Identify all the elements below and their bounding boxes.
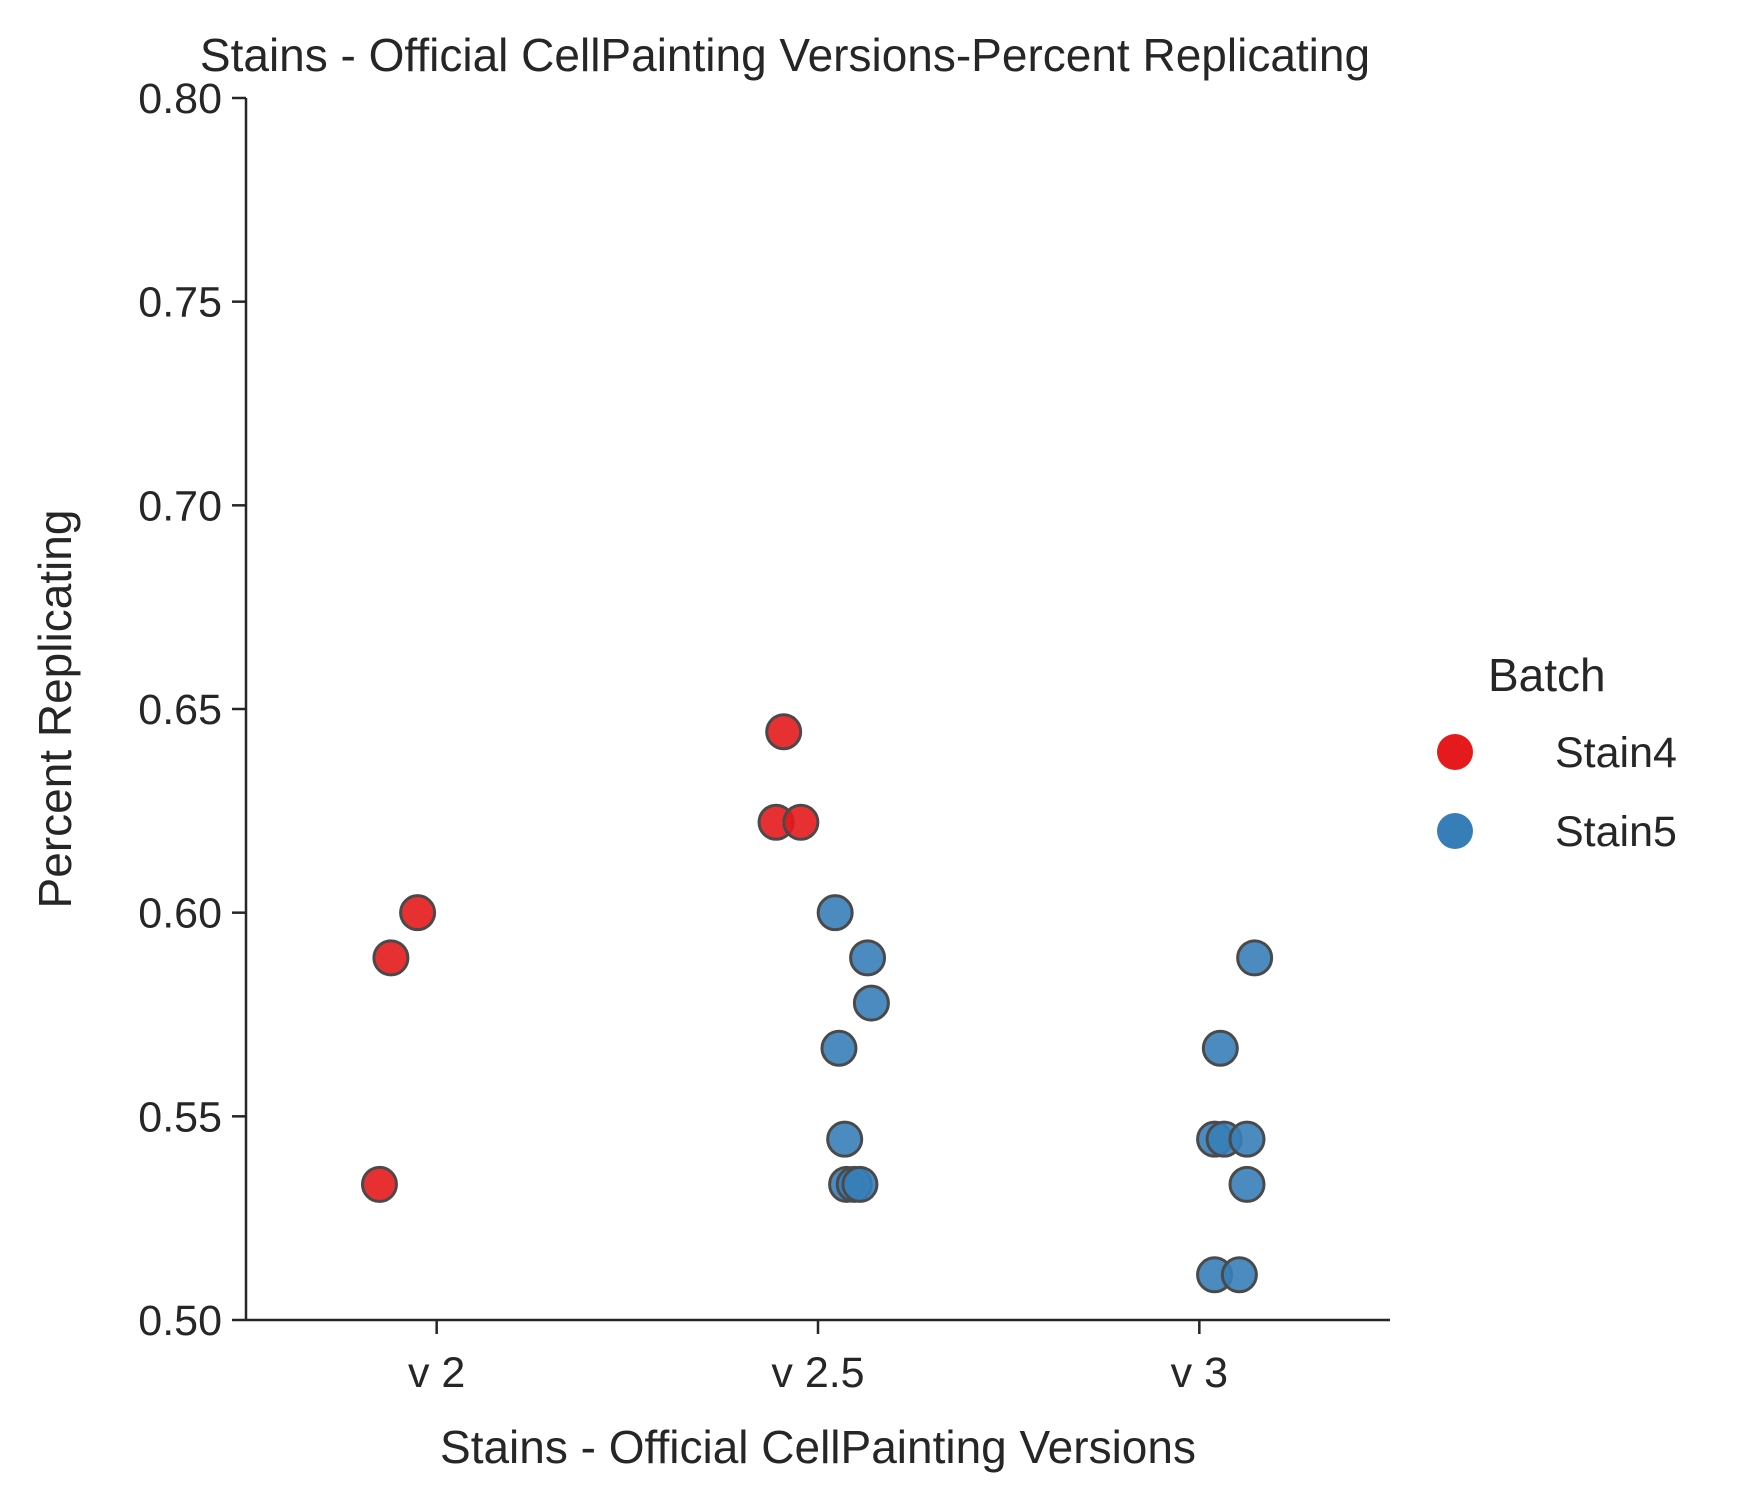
data-point-stain5 [1220,1256,1258,1294]
legend-marker-stain5 [1437,813,1473,849]
x-tick-label: v 2 [408,1349,465,1397]
y-axis: 0.50 0.55 0.60 0.65 0.70 0.75 0.80 [138,75,248,1345]
data-point-stain5 [826,1120,864,1158]
data-point-stain5 [849,939,887,977]
data-point-stain5 [841,1165,879,1203]
data-point-stain4 [372,939,410,977]
data-point-stain4 [782,803,820,841]
y-axis-label: Percent Replicating [29,510,81,909]
y-tick-label: 0.50 [138,1297,222,1345]
legend-marker-stain4 [1437,734,1473,770]
legend-label: Stain4 [1555,729,1677,777]
data-point-stain5 [1201,1029,1239,1067]
data-point-stain4 [399,894,437,932]
y-tick-label: 0.55 [138,1093,222,1141]
x-tick-label: v 2.5 [771,1349,864,1397]
y-tick-label: 0.75 [138,279,222,327]
y-tick-label: 0.60 [138,890,222,938]
data-point-stain4 [765,713,803,751]
data-point-stain4 [360,1165,398,1203]
data-point-stain5 [1228,1120,1266,1158]
data-points [360,713,1274,1294]
legend: Batch Stain4 Stain5 [1437,649,1677,856]
y-tick-label: 0.80 [138,75,222,123]
data-point-stain5 [816,894,854,932]
x-axis: v 2 v 2.5 v 3 [246,1318,1390,1397]
data-point-stain5 [1228,1165,1266,1203]
x-axis-label: Stains - Official CellPainting Versions [440,1421,1196,1473]
legend-items: Stain4 Stain5 [1437,729,1677,856]
data-point-stain5 [820,1029,858,1067]
y-tick-label: 0.65 [138,686,222,734]
chart-title: Stains - Official CellPainting Versions-… [200,29,1370,81]
legend-label: Stain5 [1555,808,1677,856]
data-point-stain5 [1236,939,1274,977]
x-axis-ticks: v 2 v 2.5 v 3 [408,1320,1228,1397]
legend-title: Batch [1488,649,1606,701]
x-tick-label: v 3 [1171,1349,1228,1397]
data-point-stain5 [852,984,890,1022]
y-tick-label: 0.70 [138,482,222,530]
y-axis-ticks: 0.50 0.55 0.60 0.65 0.70 0.75 0.80 [138,75,246,1345]
